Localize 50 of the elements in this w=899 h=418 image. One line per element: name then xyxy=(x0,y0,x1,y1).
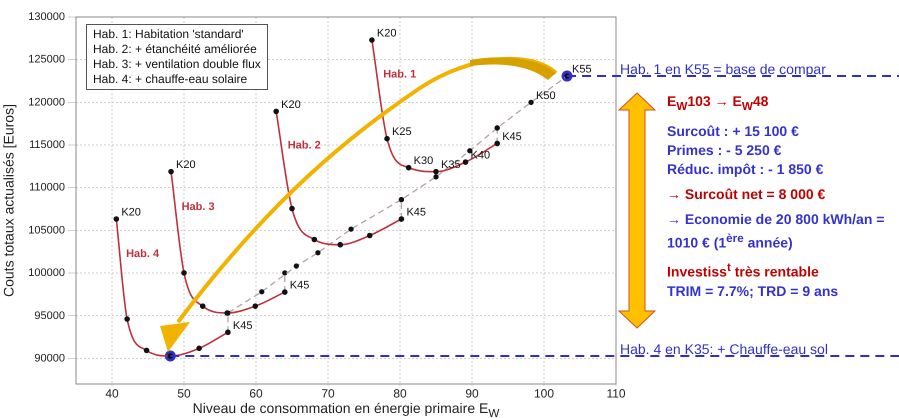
annotation: K45 xyxy=(232,320,252,332)
x-tick-label: 80 xyxy=(393,386,407,401)
annotation: K35 xyxy=(441,159,461,172)
annotation: K45 xyxy=(406,206,426,219)
x-tick-label: 40 xyxy=(105,386,119,401)
annotation: Hab. 2: + étanchéité améliorée xyxy=(93,42,258,57)
annotation: K45 xyxy=(502,131,522,144)
annotation: K30 xyxy=(414,155,434,168)
y-tick-label: 110000 xyxy=(29,182,65,194)
annotation: Hab. 1: Habitation 'standard' xyxy=(93,27,245,42)
series-label: Hab. 1 xyxy=(383,68,416,81)
x-tick-label: 50 xyxy=(177,386,191,401)
annotation: K20 xyxy=(121,206,141,219)
text: Réduc. impôt : - 1 850 € xyxy=(667,160,824,179)
y-tick-label: 95000 xyxy=(34,310,65,322)
text: TRIM = 7.7%; TRD = 9 ans xyxy=(667,282,840,302)
annotation: K20 xyxy=(376,28,396,40)
x-tick-label: 70 xyxy=(321,386,335,401)
text: Surcoût : + 15 100 € xyxy=(667,122,800,141)
series-label: Hab. 2 xyxy=(288,139,321,152)
ref-line-label: Hab. 4 en K35: + Chauffe-eau sol xyxy=(620,340,828,357)
x-tick-label: 60 xyxy=(249,386,263,401)
text: E$_{W}$103 → E$_{W}$48 xyxy=(667,92,770,115)
annotation: Hab. 4: + chauffe-eau solaire xyxy=(93,72,248,87)
text: Primes : - 5 250 € xyxy=(667,140,782,160)
text: → Economie de 20 800 kWh/an = 1010 € (1$^{ère}$ année) xyxy=(667,210,886,252)
text: → Surcoût net = 8 000 € xyxy=(667,184,826,204)
series-label: Hab. 3 xyxy=(182,201,215,214)
y-tick-label: 90000 xyxy=(34,352,65,364)
y-tick-label: 120000 xyxy=(28,96,65,108)
annotation: K45 xyxy=(290,280,310,292)
y-tick-label: 130000 xyxy=(28,11,65,24)
x-tick-label: 110 xyxy=(606,386,626,401)
series-label: Hab. 4 xyxy=(126,248,160,260)
x-tick-label: 100 xyxy=(534,386,554,401)
x-tick-label: 90 xyxy=(465,386,479,401)
y-axis-title: Couts totaux actualisés [Euros] xyxy=(0,104,16,297)
annotation: K25 xyxy=(392,126,412,138)
annotation: K55 xyxy=(572,64,592,76)
annotation: K20 xyxy=(281,98,301,111)
annotation: Hab. 3: + ventilation double flux xyxy=(93,57,261,72)
y-tick-label: 115000 xyxy=(29,139,65,152)
text: Investiss$^{t}$ très rentable xyxy=(667,260,820,282)
y-tick-label: 100000 xyxy=(28,267,65,280)
y-tick-label: 125000 xyxy=(28,54,65,66)
ref-line-label: Hab. 1 en K55 = base de compar xyxy=(620,60,826,77)
y-tick-label: 105000 xyxy=(28,224,65,236)
annotation: K50 xyxy=(536,90,556,102)
x-axis-title: Niveau de consommation en énergie primaire E$_{W}$ xyxy=(192,400,500,418)
annotation: K20 xyxy=(176,159,196,172)
